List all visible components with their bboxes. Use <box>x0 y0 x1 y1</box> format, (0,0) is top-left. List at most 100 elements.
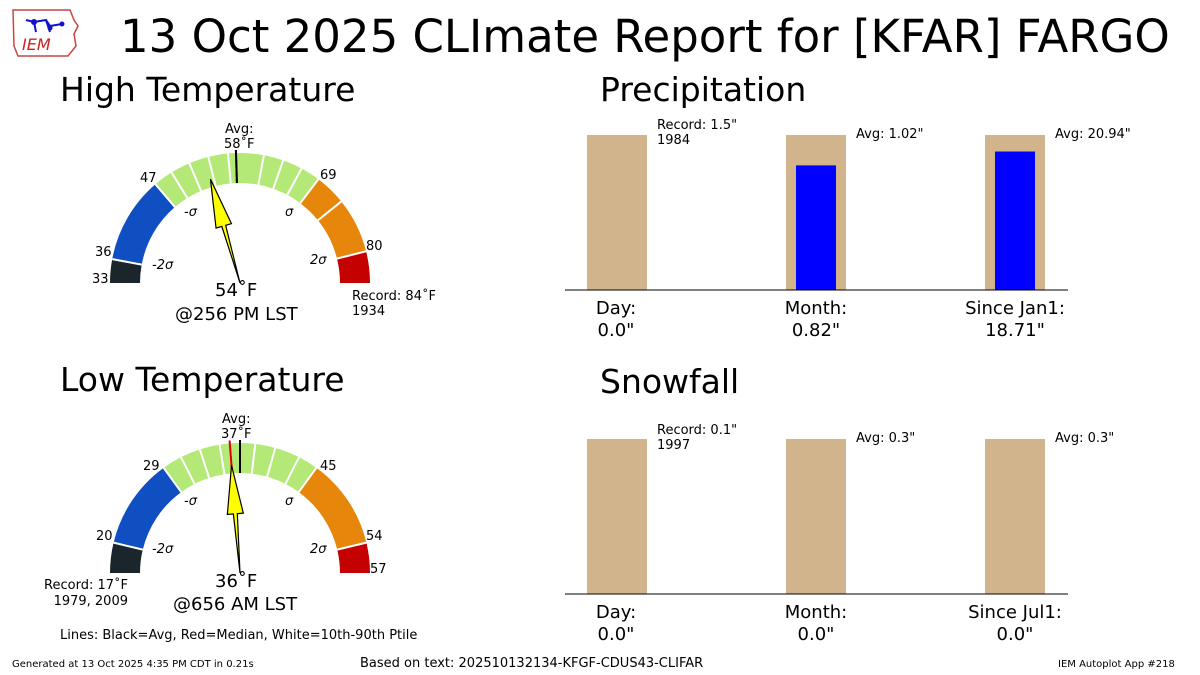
snow-month-label: Month: 0.0" <box>756 602 876 646</box>
precip-day-label: Day: 0.0" <box>566 298 666 342</box>
lines-legend-note: Lines: Black=Avg, Red=Median, White=10th… <box>60 628 418 643</box>
high-avg-line <box>234 150 238 184</box>
high-tick-36: 36 <box>95 245 112 260</box>
high-record-text: Record: 84˚F <box>352 289 436 304</box>
low-percentile-line-1 <box>198 449 211 479</box>
high-avg-label: Avg: <box>225 122 254 137</box>
low-temp-title: Low Temperature <box>60 360 345 399</box>
low-needle <box>226 465 245 574</box>
high-observed: 54˚F <box>215 280 258 301</box>
low-band-boundary-0 <box>113 541 143 551</box>
low-tick-54: 54 <box>366 529 383 544</box>
precip-obs-bar-1 <box>796 165 836 290</box>
low-band-0 <box>110 542 143 573</box>
precip-month-label: Month: 0.82" <box>756 298 876 342</box>
low-observed: 36˚F <box>215 571 258 592</box>
low-percentile-line-4 <box>266 447 277 478</box>
precip-record: Record: 1.5" 1984 <box>657 118 737 148</box>
low-band-4 <box>337 542 370 573</box>
snow-month-avg: Avg: 0.3" <box>856 431 916 446</box>
snow-record-year: 1997 <box>657 438 691 453</box>
precip-record-text: Record: 1.5" <box>657 118 738 133</box>
high-band-3 <box>300 179 342 221</box>
high-avg-value: 58˚F <box>224 137 255 152</box>
snow-day-name: Day: <box>595 602 637 623</box>
high-tick-33: 33 <box>92 272 109 287</box>
app-id-text: IEM Autoplot App #218 <box>1058 659 1175 670</box>
snow-season-name: Since Jul1: <box>968 602 1062 623</box>
high-percentile-line-4 <box>257 155 265 185</box>
low-tick-20: 20 <box>96 529 113 544</box>
low-record-year: 1979, 2009 <box>53 594 128 609</box>
low-percentile-line-0 <box>180 456 196 485</box>
low-band-boundary-3 <box>337 541 367 551</box>
high-band-boundary-0 <box>112 258 142 266</box>
snow-record-text: Record: 0.1" <box>657 423 738 438</box>
snow-bg-bar-1 <box>786 439 846 594</box>
high-percentile-line-2 <box>207 156 217 187</box>
precip-month-avg: Avg: 1.02" <box>856 127 924 142</box>
generated-text: Generated at 13 Oct 2025 4:35 PM CDT in … <box>12 659 254 670</box>
precip-year-avg: Avg: 20.94" <box>1055 127 1131 142</box>
snow-bg-bar-0 <box>587 439 647 594</box>
snow-bar-chart <box>565 439 1068 595</box>
snow-record: Record: 0.1" 1997 <box>657 423 737 453</box>
high-tick-80: 80 <box>366 239 383 254</box>
high-avg-annotation: Avg: 58˚F <box>224 122 255 152</box>
based-on-text: Based on text: 202510132134-KFGF-CDUS43-… <box>360 656 704 671</box>
snow-month-value: 0.0" <box>797 624 835 645</box>
high-band-5 <box>336 251 370 283</box>
snow-day-value: 0.0" <box>597 624 635 645</box>
low-band-boundary-1 <box>162 467 183 493</box>
low-avg-label: Avg: <box>222 412 251 427</box>
low-avg-annotation: Avg: 37˚F <box>221 412 252 442</box>
high-temp-title: High Temperature <box>60 70 356 109</box>
high-needle <box>209 178 241 284</box>
low-tick-45: 45 <box>320 459 337 474</box>
high-percentile-line-6 <box>286 167 303 196</box>
snow-season-avg: Avg: 0.3" <box>1055 431 1115 446</box>
low-avg-value: 37˚F <box>221 427 252 442</box>
high-percentile-line-3 <box>227 153 232 184</box>
snow-season-label: Since Jul1: 0.0" <box>955 602 1075 646</box>
high-band-boundary-2 <box>299 178 320 204</box>
high-record: Record: 84˚F 1934 <box>352 289 436 319</box>
high-tick-69: 69 <box>320 168 337 183</box>
high-sigma-p1: σ <box>285 205 294 220</box>
high-time: @256 PM LST <box>175 304 298 325</box>
high-band-1 <box>112 184 175 265</box>
precip-bar-chart <box>565 135 1068 291</box>
low-record-text: Record: 17˚F <box>44 578 128 593</box>
snow-bg-bar-2 <box>985 439 1045 594</box>
low-sigma-m1: -σ <box>184 494 197 509</box>
snow-month-name: Month: <box>784 602 848 623</box>
high-sigma-m1: -σ <box>184 205 197 220</box>
high-record-year: 1934 <box>352 304 386 319</box>
low-tick-29: 29 <box>143 459 160 474</box>
low-time: @656 AM LST <box>173 594 298 615</box>
high-band-boundary-1 <box>154 183 176 208</box>
high-percentile-line-1 <box>188 162 202 192</box>
low-band-3 <box>298 467 367 550</box>
snow-season-value: 0.0" <box>996 624 1034 645</box>
precip-day-name: Day: <box>595 298 637 319</box>
logo-text: IEM <box>22 35 51 54</box>
high-sigma-p2: 2σ <box>310 253 327 268</box>
snow-day-label: Day: 0.0" <box>566 602 666 646</box>
high-temp-gauge <box>110 150 370 284</box>
precip-year-label: Since Jan1: 18.71" <box>950 298 1080 342</box>
high-sigma-m2: -2σ <box>152 258 174 273</box>
high-band-4 <box>317 201 367 259</box>
precip-bg-bar-0 <box>587 135 647 290</box>
low-percentile-line-3 <box>250 443 257 474</box>
iem-logo: IEM <box>12 9 79 57</box>
low-temp-gauge <box>110 440 370 574</box>
low-sigma-p1: σ <box>285 494 294 509</box>
precip-record-year: 1984 <box>657 133 691 148</box>
low-sigma-p2: 2σ <box>310 542 327 557</box>
high-band-boundary-3 <box>317 200 342 222</box>
precip-month-name: Month: <box>784 298 848 319</box>
low-tick-57: 57 <box>370 562 387 577</box>
page-title: 13 Oct 2025 CLImate Report for [KFAR] FA… <box>120 10 1170 63</box>
high-band-boundary-4 <box>336 250 367 260</box>
